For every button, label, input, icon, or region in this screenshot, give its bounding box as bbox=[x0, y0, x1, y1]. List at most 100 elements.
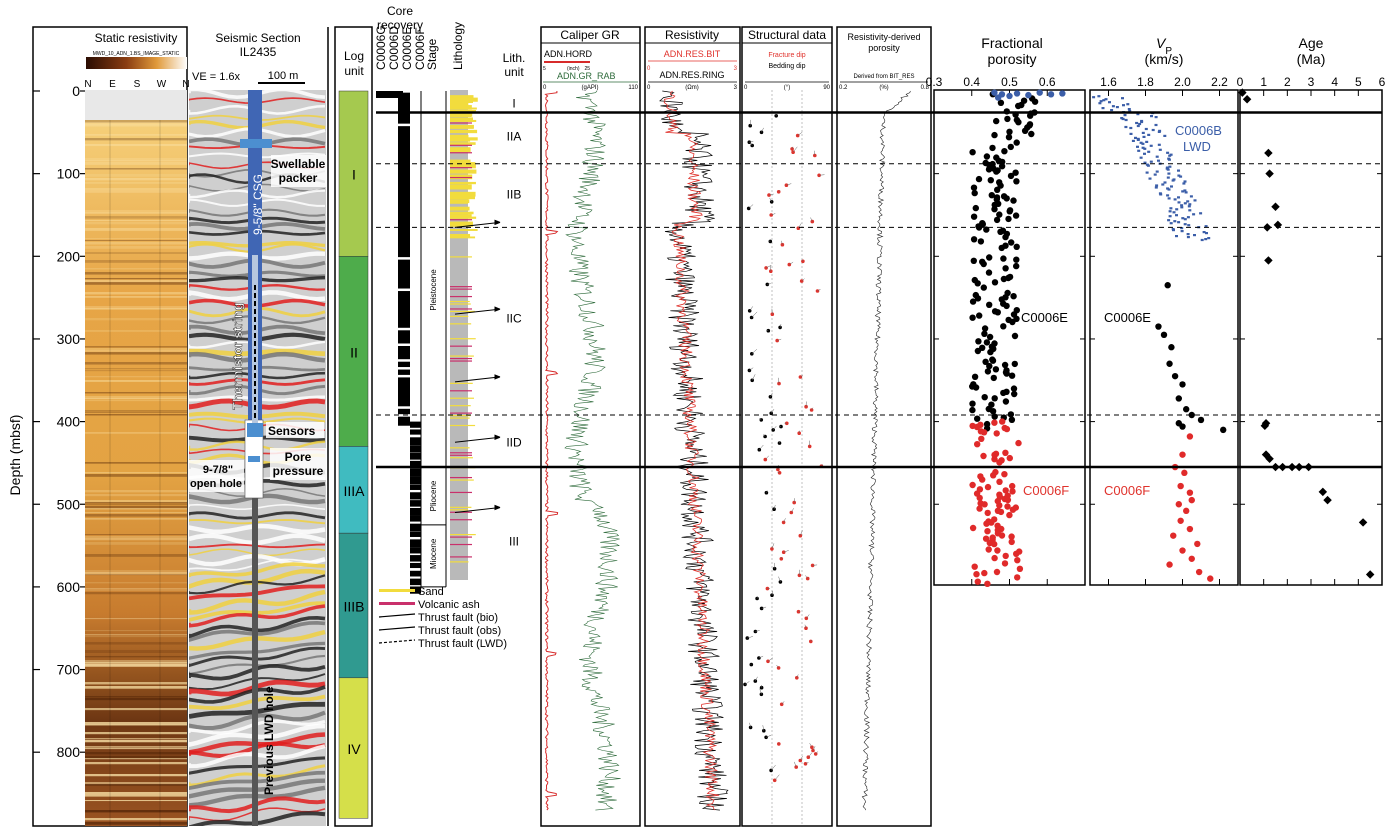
res-porosity-unit: (%) bbox=[879, 85, 888, 91]
fracture-dip-point bbox=[807, 444, 812, 449]
data-point bbox=[1168, 344, 1175, 351]
x-tick-label: 1.6 bbox=[1100, 75, 1117, 89]
core-bar bbox=[410, 437, 421, 445]
sand-layer bbox=[450, 509, 469, 511]
data-point bbox=[1177, 169, 1180, 172]
x-tick-label: 2.2 bbox=[1211, 75, 1228, 89]
data-point bbox=[1008, 239, 1015, 246]
open-hole-label: 9-7/8" bbox=[203, 464, 233, 476]
sensors-label: Sensors bbox=[268, 424, 316, 438]
dip-tadpole bbox=[801, 278, 805, 282]
lith-unit-labels: I IIA IIB IIC IID III bbox=[506, 96, 522, 548]
sand-layer bbox=[450, 561, 469, 563]
image-layer bbox=[85, 740, 187, 743]
dip-tadpole bbox=[815, 751, 819, 755]
data-point bbox=[1166, 194, 1170, 197]
image-layer bbox=[85, 396, 187, 399]
data-point bbox=[1141, 142, 1145, 145]
dip-tadpole bbox=[783, 518, 786, 523]
data-point bbox=[1154, 123, 1158, 127]
sand-layer bbox=[450, 506, 472, 508]
data-point bbox=[1167, 188, 1171, 191]
dip-tadpole bbox=[770, 408, 775, 414]
resistivity-image-title: Static resistivity bbox=[95, 31, 178, 45]
porosity-panel: Fractional porosity 0.3 0.4 0.5 0.6 C0006E … bbox=[926, 35, 1086, 587]
dip-tadpole bbox=[766, 734, 772, 738]
image-layer bbox=[85, 696, 187, 698]
data-point bbox=[1265, 169, 1274, 178]
ash-layer bbox=[450, 357, 472, 360]
data-point bbox=[1204, 225, 1208, 228]
porosity-points bbox=[969, 89, 1066, 587]
data-point bbox=[1157, 143, 1161, 146]
image-layer bbox=[85, 664, 187, 667]
image-layer bbox=[85, 278, 187, 280]
core-bar bbox=[410, 460, 421, 469]
sand-layer bbox=[450, 310, 475, 313]
data-point bbox=[1021, 127, 1029, 134]
data-point bbox=[1009, 318, 1016, 326]
data-point bbox=[1171, 372, 1179, 380]
age-title: Age bbox=[1299, 35, 1324, 51]
image-layer bbox=[85, 238, 187, 240]
sand-layer bbox=[450, 201, 469, 204]
image-layer bbox=[85, 722, 187, 725]
dip-tadpole bbox=[765, 264, 772, 269]
dip-tadpole bbox=[749, 119, 752, 126]
data-point bbox=[986, 301, 993, 308]
data-point bbox=[969, 524, 977, 532]
sand-layer bbox=[450, 414, 471, 417]
dip-tadpole bbox=[770, 392, 773, 397]
data-point bbox=[1097, 95, 1101, 98]
core-bar bbox=[410, 586, 421, 594]
image-layer bbox=[85, 246, 187, 249]
data-point bbox=[1175, 214, 1178, 217]
image-layer bbox=[85, 144, 187, 147]
dip-tadpole bbox=[781, 240, 783, 245]
dip-tadpole bbox=[749, 306, 754, 311]
data-point bbox=[1184, 191, 1188, 194]
data-point bbox=[1013, 243, 1020, 250]
lwd-hole bbox=[252, 498, 258, 826]
data-point bbox=[1013, 256, 1020, 263]
data-point bbox=[1025, 91, 1032, 99]
dip-tadpole bbox=[755, 676, 758, 682]
lith-unit-label: IID bbox=[506, 435, 522, 449]
orientation-label: N bbox=[84, 79, 91, 90]
data-point bbox=[1188, 496, 1195, 504]
data-point bbox=[996, 478, 1003, 485]
data-point bbox=[1155, 170, 1159, 173]
data-point bbox=[1115, 106, 1119, 109]
image-layer bbox=[85, 732, 187, 735]
data-point bbox=[997, 228, 1004, 235]
data-point bbox=[1002, 265, 1009, 272]
data-point bbox=[1141, 131, 1145, 134]
data-point bbox=[1008, 533, 1015, 540]
data-point bbox=[1175, 395, 1183, 402]
image-layer bbox=[85, 698, 187, 701]
data-point bbox=[1110, 109, 1114, 112]
data-point bbox=[1009, 482, 1016, 490]
dip-tadpole bbox=[800, 375, 804, 378]
dip-tadpole bbox=[766, 490, 768, 493]
data-point bbox=[975, 175, 983, 183]
data-point bbox=[1143, 161, 1147, 164]
image-layer bbox=[85, 412, 187, 414]
sand-layer bbox=[450, 159, 471, 164]
dip-tadpole bbox=[750, 663, 752, 665]
data-point bbox=[1006, 128, 1013, 135]
caliper-gr-title: Caliper GR bbox=[560, 28, 620, 42]
data-point bbox=[1155, 323, 1162, 330]
stage-label: Pliocene bbox=[429, 480, 438, 511]
image-layer bbox=[85, 582, 187, 584]
dip-tadpole bbox=[779, 425, 782, 427]
data-point bbox=[1170, 185, 1173, 188]
seismic-title-line1: Seismic Section bbox=[215, 31, 300, 45]
sand-layer bbox=[450, 181, 476, 185]
sand-layer bbox=[450, 124, 474, 129]
data-point bbox=[1155, 184, 1159, 187]
sand-layer bbox=[450, 216, 477, 219]
sand-layer bbox=[450, 194, 475, 200]
core-hole-label: C0006G bbox=[374, 25, 388, 70]
